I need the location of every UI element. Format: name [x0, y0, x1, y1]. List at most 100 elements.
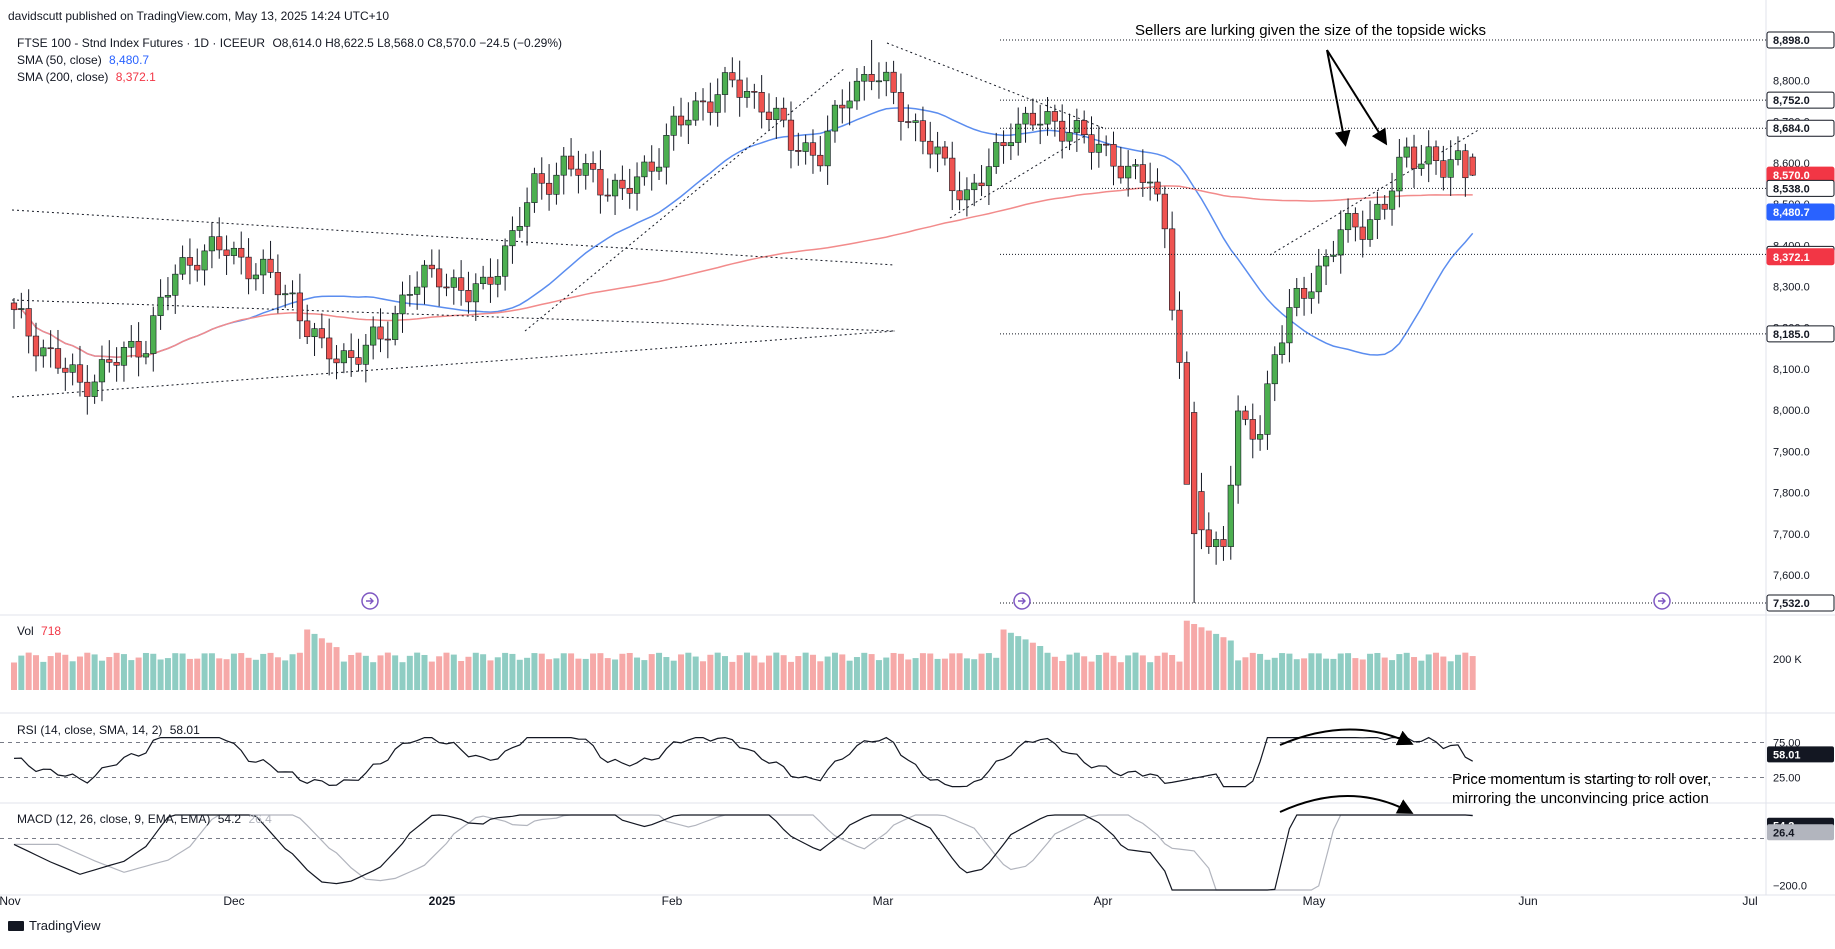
candle-body	[1125, 165, 1132, 179]
volume-bar	[985, 653, 992, 690]
tradingview-logo[interactable]: TradingView	[8, 918, 101, 933]
volume-bar	[1308, 653, 1315, 690]
candle-body	[421, 264, 428, 288]
candle-body	[201, 250, 208, 271]
price-tag-label: 8,898.0	[1773, 35, 1810, 47]
volume-bar	[252, 659, 259, 690]
price-tag	[1766, 119, 1835, 137]
candle-body	[1081, 120, 1088, 136]
trendline	[11, 299, 896, 332]
sma200-value: 8,372.1	[115, 70, 156, 84]
volume-bar	[1139, 655, 1146, 690]
candle-body	[472, 283, 479, 303]
volume-bar	[208, 653, 215, 690]
candle-body	[509, 230, 516, 247]
legend-sma50[interactable]: SMA (50, close) 8,480.7	[17, 53, 149, 67]
candle-body	[670, 115, 677, 136]
candle-body	[956, 190, 963, 201]
volume-bar	[494, 657, 501, 690]
macd-label: MACD (12, 26, close, 9, EMA, EMA)	[17, 812, 211, 826]
candle-body	[252, 274, 259, 280]
vol-value: 718	[41, 624, 62, 638]
candle-body	[1213, 539, 1220, 547]
volume-bar	[289, 654, 296, 690]
volume-bar	[62, 654, 69, 690]
trendline	[11, 209, 896, 266]
candle-body	[458, 277, 465, 291]
volume-bar	[25, 652, 32, 690]
vol-axis-tick: 200 K	[1773, 654, 1802, 666]
candle-body	[692, 100, 699, 121]
volume-bar	[384, 652, 391, 690]
volume-bar	[795, 656, 802, 690]
volume-bar	[480, 654, 487, 690]
volume-bar	[450, 654, 457, 690]
volume-bar	[546, 659, 553, 690]
rsi-label: RSI (14, close, SMA, 14, 2)	[17, 723, 163, 737]
volume-bar	[802, 652, 809, 690]
volume-bar	[1403, 652, 1410, 690]
candle-body	[824, 130, 831, 167]
candle-body	[714, 94, 721, 113]
candle-body	[128, 340, 135, 348]
macd-line	[13, 814, 1473, 891]
volume-bar	[604, 658, 611, 690]
candle-body	[428, 264, 435, 270]
macd-signal-tag-label: 26.4	[1773, 827, 1795, 839]
volume-bar	[890, 652, 897, 690]
candle-body	[1088, 134, 1095, 153]
volume-bar	[113, 652, 120, 690]
volume-bar	[201, 653, 208, 690]
volume-bar	[274, 657, 281, 690]
momentum-annotation-line1: Price momentum is starting to roll over,	[1452, 771, 1712, 788]
candle-body	[971, 182, 978, 191]
volume-bar	[1022, 639, 1029, 690]
volume-bar	[1220, 637, 1227, 690]
volume-bar	[40, 661, 47, 690]
vol-legend[interactable]: Vol 718	[17, 624, 61, 638]
candle-body	[450, 277, 457, 288]
tradingview-logo-icon	[8, 920, 24, 931]
volume-bar	[758, 662, 765, 690]
candle-body	[465, 290, 472, 303]
rsi-legend[interactable]: RSI (14, close, SMA, 14, 2) 58.01	[17, 723, 200, 737]
macd-legend[interactable]: MACD (12, 26, close, 9, EMA, EMA) 54.2 2…	[17, 812, 272, 826]
volume-bar	[1374, 652, 1381, 690]
volume-bar	[1015, 636, 1022, 690]
volume-bar	[1352, 658, 1359, 690]
volume-bar	[685, 652, 692, 690]
candle-body	[589, 163, 597, 170]
sma50-value: 8,480.7	[109, 53, 150, 67]
volume-bar	[765, 655, 772, 690]
trendline	[11, 330, 896, 398]
volume-bar	[487, 660, 494, 690]
candle-body	[1447, 159, 1454, 178]
rsi-value-tag	[1767, 746, 1834, 763]
x-tick-label: Jul	[1742, 894, 1757, 908]
candle-body	[318, 328, 325, 339]
volume-bar	[663, 657, 670, 690]
candle-body	[809, 142, 817, 156]
volume-bar	[641, 660, 648, 690]
candle-body	[897, 92, 905, 122]
volume-bar	[883, 657, 890, 690]
volume-bar	[1330, 658, 1337, 690]
candle-body	[98, 359, 106, 383]
volume-bar	[773, 652, 780, 690]
candle-body	[25, 308, 32, 337]
candle-body	[905, 121, 912, 123]
legend-sma200[interactable]: SMA (200, close) 8,372.1	[17, 70, 156, 84]
volume-bar	[1389, 660, 1396, 690]
volume-bar	[538, 653, 545, 690]
candle-body	[1315, 265, 1322, 293]
candle-body	[655, 166, 663, 172]
volume-bar	[905, 659, 912, 690]
candle-body	[1322, 256, 1330, 267]
candle-body	[1330, 254, 1337, 257]
candle-body	[1132, 164, 1139, 167]
volume-bar	[340, 661, 347, 690]
candle-body	[853, 80, 861, 102]
volume-bar	[260, 653, 267, 690]
candle-body	[1344, 213, 1352, 231]
